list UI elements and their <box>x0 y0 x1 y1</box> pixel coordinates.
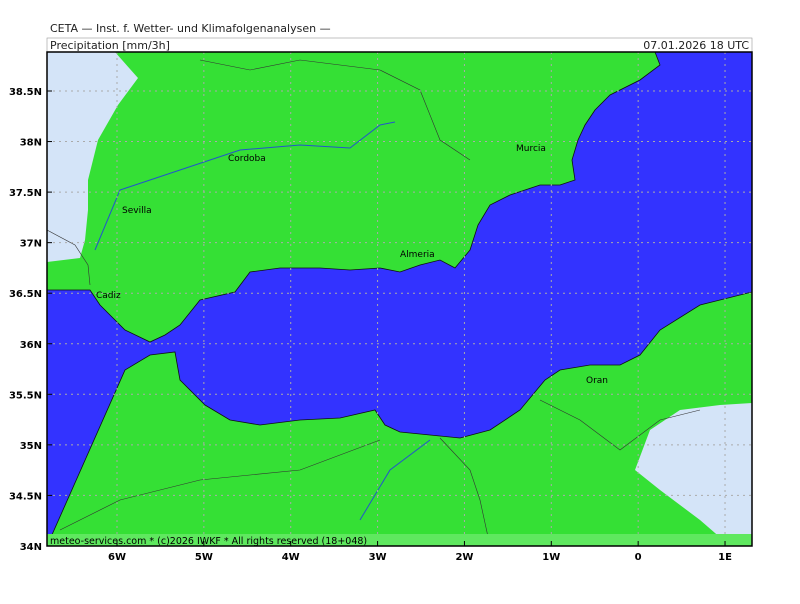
city-label: Oran <box>586 376 608 386</box>
city-label: Cadiz <box>96 291 121 301</box>
grid <box>47 52 752 546</box>
valid-time: 07.01.2026 18 UTC <box>643 39 749 52</box>
lon-label: 0 <box>635 552 642 563</box>
border <box>539 399 701 451</box>
city-label: Cordoba <box>228 154 266 164</box>
lon-label: 6W <box>108 552 126 563</box>
lat-label: 37.5N <box>9 188 42 199</box>
map-area: meteo-services.com * (c)2026 IWKF * All … <box>47 52 752 547</box>
lon-label: 3W <box>369 552 387 563</box>
river <box>359 439 431 521</box>
parameter: Precipitation [mm/3h] <box>50 39 170 52</box>
no-data-west <box>47 52 138 262</box>
border <box>47 229 91 286</box>
land-africa <box>47 291 752 546</box>
lat-label: 34.5N <box>9 491 42 502</box>
city-label: Murcia <box>516 144 546 154</box>
border <box>199 59 471 161</box>
land-iberia <box>47 52 661 343</box>
lat-label: 38N <box>20 138 42 149</box>
map-frame <box>46 51 753 547</box>
border <box>59 439 381 531</box>
city-label: Almeria <box>400 250 435 260</box>
borders <box>47 59 701 546</box>
lat-label: 36N <box>20 340 42 351</box>
axes: 38.5N 38N 37.5N 37N 36.5N 36N 35.5N 35N 34.5N 34N… <box>9 87 732 563</box>
header-title: CETA — Inst. f. Wetter- und Klimafolgena… <box>50 22 331 35</box>
footer: meteo-services.com * (c)2026 IWKF * All … <box>50 536 367 547</box>
lon-label: 1W <box>542 552 560 563</box>
footer-bar <box>47 534 752 546</box>
lon-label: 4W <box>282 552 300 563</box>
rivers <box>94 121 431 521</box>
no-data-southeast <box>635 403 752 546</box>
lat-label: 34N <box>20 542 42 553</box>
river <box>94 121 396 251</box>
border <box>439 437 491 546</box>
lat-label: 35.5N <box>9 390 42 401</box>
lon-label: 1E <box>718 552 732 563</box>
lat-label: 37N <box>20 239 42 250</box>
lon-label: 2W <box>455 552 473 563</box>
lon-label: 5W <box>195 552 213 563</box>
lat-label: 35N <box>20 441 42 452</box>
city-label: Sevilla <box>122 206 152 216</box>
lat-label: 36.5N <box>9 289 42 300</box>
lat-label: 38.5N <box>9 87 42 98</box>
